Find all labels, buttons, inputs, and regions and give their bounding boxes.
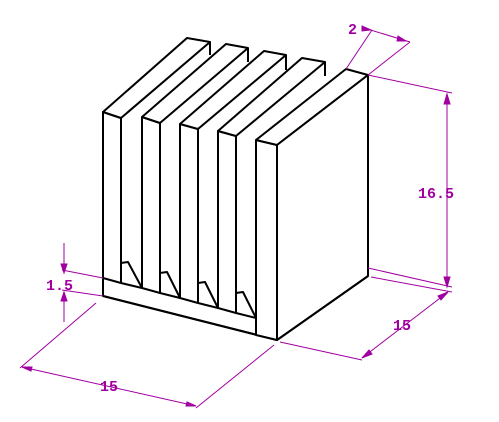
label-base-thickness: 1.5: [46, 278, 73, 295]
heat-sink-outline: [102, 37, 369, 341]
label-width: 15: [100, 379, 118, 396]
fin-4: [217, 57, 326, 314]
label-height: 16.5: [418, 186, 454, 203]
label-fin-thickness: 2: [348, 22, 357, 39]
dimension-labels: 2 16.5 15 15 1.5: [46, 22, 454, 396]
fin-2: [141, 43, 249, 294]
fin-slots: [120, 261, 257, 319]
dim-base-thickness: [60, 243, 104, 322]
dim-fin-thickness: [345, 25, 411, 76]
dimension-annotations: [19, 25, 453, 409]
dim-depth: [279, 276, 453, 361]
dim-width: [19, 302, 275, 409]
label-depth: 15: [393, 318, 411, 335]
dim-height: [367, 74, 453, 289]
fin-5: [255, 68, 369, 341]
fin-3: [179, 50, 287, 304]
fin-1: [102, 37, 211, 284]
